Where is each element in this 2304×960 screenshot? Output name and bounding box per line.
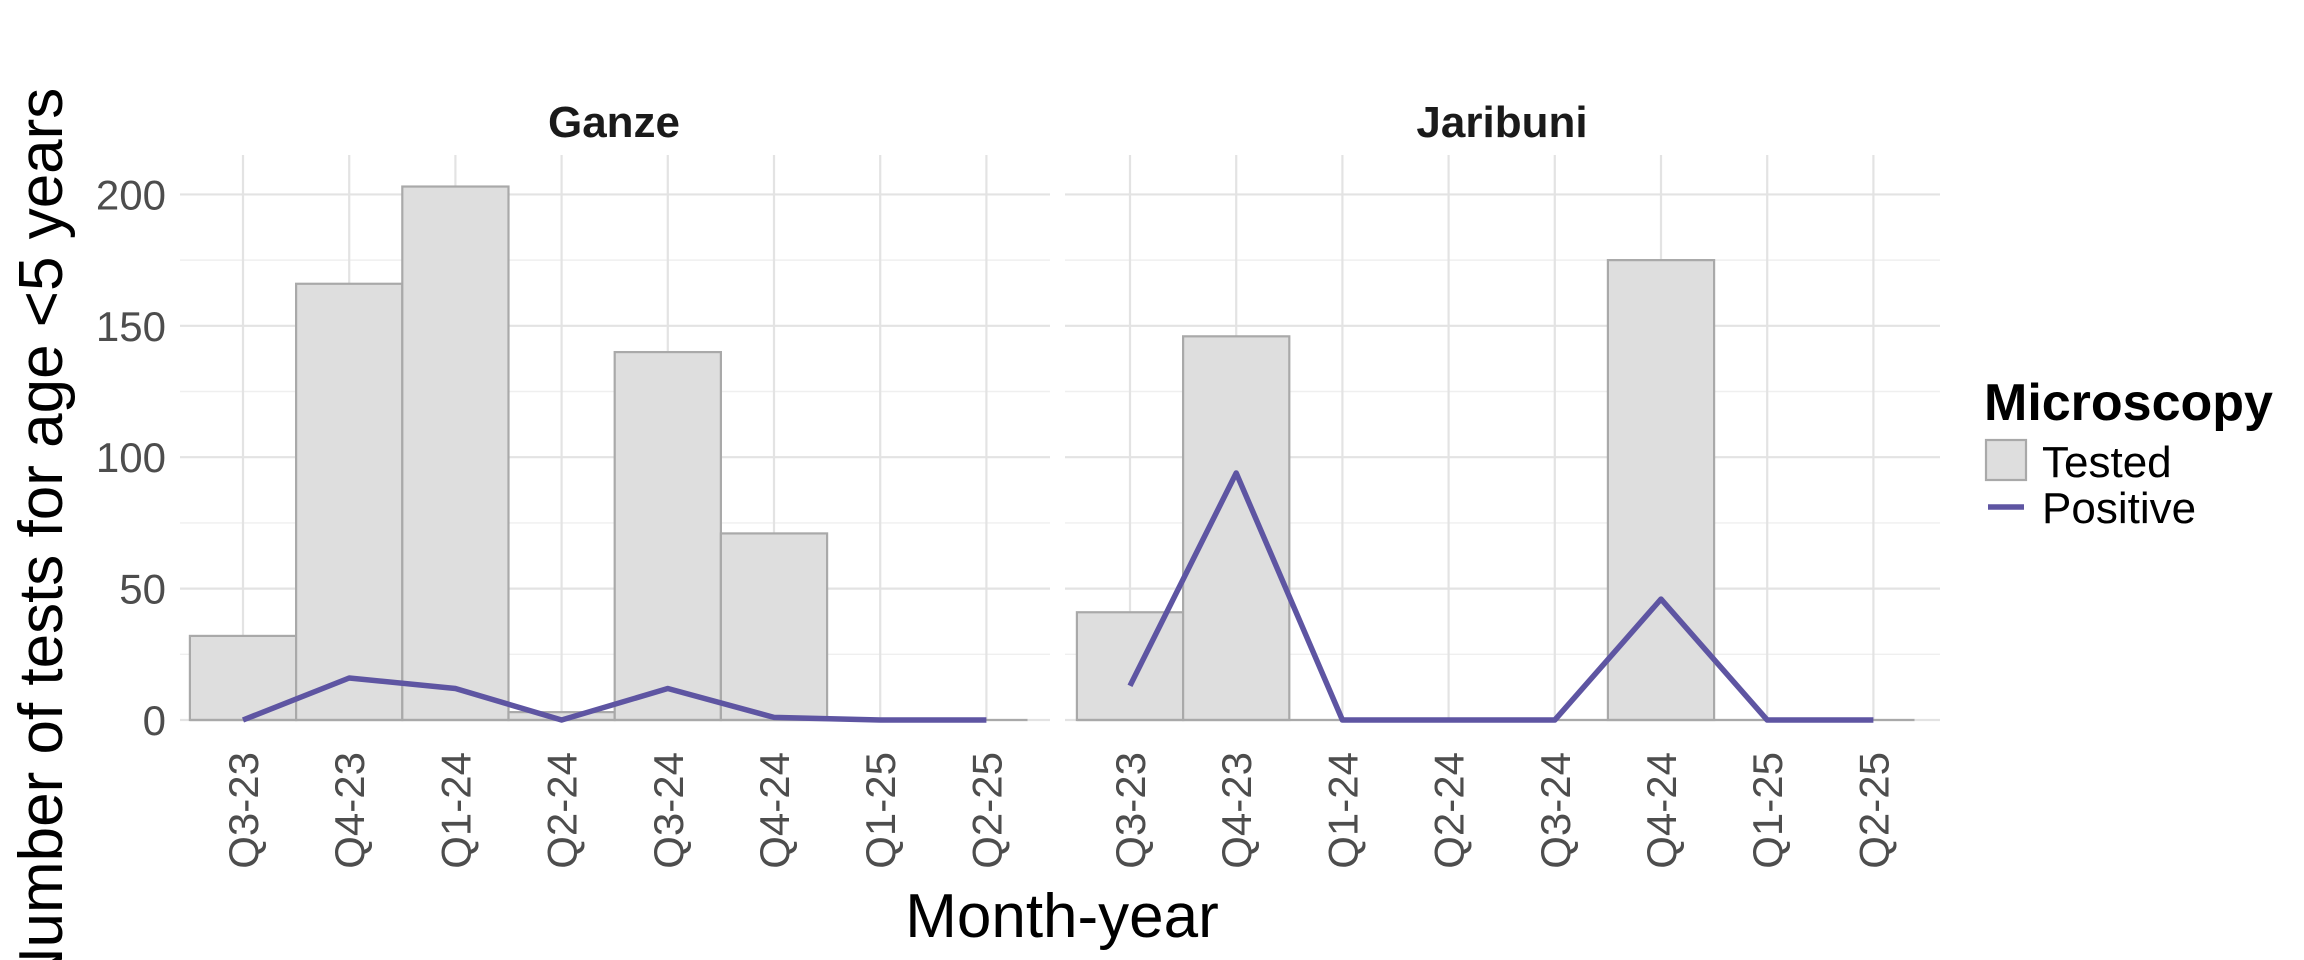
legend-label-positive: Positive <box>2042 484 2196 533</box>
facet-ganze: Ganze Q3-23 Q4-23 Q1-24 Q2-24 Q3-24 Q4-24 Q1-25… <box>180 98 1050 869</box>
x-tick-label: Q4-24 <box>751 752 798 869</box>
x-tick-label: Q3-24 <box>645 752 692 869</box>
y-tick-label: 100 <box>96 434 166 481</box>
legend-key-tested <box>1984 438 2028 482</box>
y-tick-label: 150 <box>96 303 166 350</box>
x-tick-label: Q2-24 <box>539 752 586 869</box>
legend: Microscopy Tested Positive <box>1984 374 2273 533</box>
line-positive <box>241 675 987 723</box>
x-tick-label: Q2-25 <box>1850 752 1897 869</box>
facet-jaribuni: Jaribuni Q3-23 Q4-23 Q1-24 Q2-24 Q3-24 Q4-24 Q1… <box>1065 98 1940 869</box>
legend-title: Microscopy <box>1984 374 2273 432</box>
x-tick-label: Q1-24 <box>432 752 479 869</box>
bar-tested-q3-23 <box>1075 611 1185 722</box>
x-tick-label: Q1-25 <box>1744 752 1791 869</box>
y-axis: 0 50 100 150 200 <box>96 171 166 744</box>
bar-tested-q4-24 <box>719 532 829 722</box>
x-tick-label: Q2-25 <box>963 752 1010 869</box>
bar-tested-q3-24 <box>613 350 723 722</box>
x-tick-label: Q3-24 <box>1532 752 1579 869</box>
x-axis-title: Month-year <box>905 882 1219 951</box>
x-tick-label: Q3-23 <box>220 752 267 869</box>
x-tick-label: Q3-23 <box>1107 752 1154 869</box>
bar-tested-q4-23 <box>295 282 404 722</box>
bar-tested-q4-23 <box>1181 335 1291 722</box>
y-tick-label: 50 <box>119 566 166 613</box>
bar-tested-q4-24 <box>1606 259 1716 722</box>
y-axis-title: Number of tests for age <5 years <box>7 88 76 960</box>
x-tick-label: Q4-23 <box>1213 752 1260 869</box>
x-tick-label: Q4-24 <box>1638 752 1685 869</box>
x-tick-label: Q1-25 <box>857 752 904 869</box>
x-tick-label: Q4-23 <box>326 752 373 869</box>
legend-label-tested: Tested <box>2042 438 2172 487</box>
y-tick-label: 200 <box>96 171 166 218</box>
x-tick-label: Q2-24 <box>1426 752 1473 869</box>
line-positive <box>1127 470 1874 723</box>
facet-panels: Ganze Q3-23 Q4-23 Q1-24 Q2-24 Q3-24 Q4-24 Q1-25… <box>180 98 1940 869</box>
x-tick-label: Q1-24 <box>1319 752 1366 869</box>
facet-title: Ganze <box>548 98 680 147</box>
facet-title: Jaribuni <box>1416 98 1587 147</box>
bar-tested-q1-24 <box>401 185 510 722</box>
y-tick-label: 0 <box>143 697 166 744</box>
